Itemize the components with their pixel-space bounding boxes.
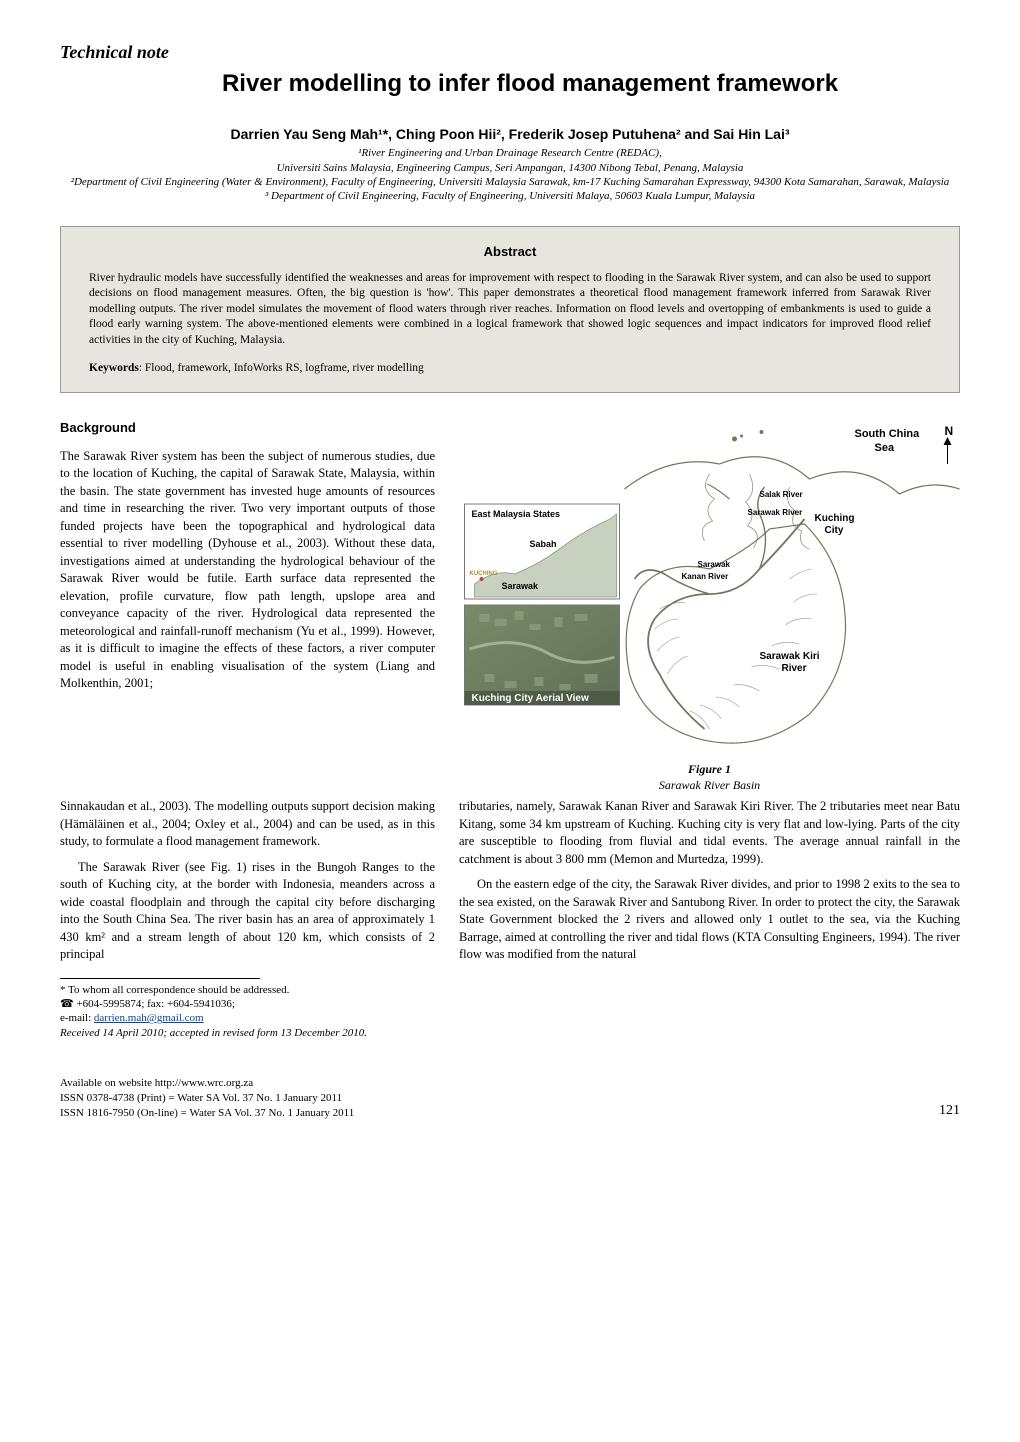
island-icon bbox=[760, 430, 764, 434]
sea-label-2: Sea bbox=[875, 442, 895, 454]
kanan-label-1: Sarawak bbox=[698, 560, 731, 569]
footnote-email-prefix: e-mail: bbox=[60, 1012, 94, 1024]
kanan-label-2: Kanan River bbox=[682, 572, 729, 581]
compass-arrowhead-icon bbox=[944, 437, 952, 445]
affiliation-1: ¹River Engineering and Urban Drainage Re… bbox=[60, 146, 960, 160]
footer-line-1: Available on website http://www.wrc.org.… bbox=[60, 1076, 354, 1091]
page-footer: Available on website http://www.wrc.org.… bbox=[60, 1076, 960, 1121]
affiliation-4: ³ Department of Civil Engineering, Facul… bbox=[60, 189, 960, 203]
compass-n: N bbox=[945, 424, 954, 438]
footnote-email-line: e-mail: darrien.mah@gmail.com bbox=[60, 1011, 435, 1025]
technical-note-label: Technical note bbox=[60, 40, 960, 65]
kuching-label-1: Kuching bbox=[815, 513, 855, 524]
island-icon bbox=[740, 435, 743, 438]
keywords-text: : Flood, framework, InfoWorks RS, logfra… bbox=[139, 362, 424, 374]
para-1b: Sinnakaudan et al., 2003). The modelling… bbox=[60, 798, 435, 851]
sea-label-1: South China bbox=[855, 428, 921, 440]
footer-line-3: ISSN 1816-7950 (On-line) = Water SA Vol.… bbox=[60, 1106, 354, 1121]
figure-1-label: Figure 1 bbox=[459, 761, 960, 778]
right-column-figure: N South China Sea bbox=[459, 419, 960, 794]
para-1a: The Sarawak River system has been the su… bbox=[60, 448, 435, 693]
page-number: 121 bbox=[939, 1101, 960, 1121]
island-icon bbox=[732, 437, 737, 442]
sarawak-label: Sarawak bbox=[502, 581, 540, 591]
keywords-line: Keywords: Flood, framework, InfoWorks RS… bbox=[89, 360, 931, 376]
paper-title: River modelling to infer flood managemen… bbox=[100, 67, 960, 101]
authors-line: Darrien Yau Seng Mah¹*, Ching Poon Hii²,… bbox=[60, 125, 960, 145]
para-3: tributaries, namely, Sarawak Kanan River… bbox=[459, 798, 960, 868]
right-column-2: tributaries, namely, Sarawak Kanan River… bbox=[459, 798, 960, 1040]
sabah-label: Sabah bbox=[530, 539, 557, 549]
salak-label: Salak River bbox=[760, 490, 803, 499]
keywords-label: Keywords bbox=[89, 362, 139, 374]
footnote-correspondence: * To whom all correspondence should be a… bbox=[60, 983, 435, 997]
body-columns-2: Sinnakaudan et al., 2003). The modelling… bbox=[60, 798, 960, 1040]
footnote-received: Received 14 April 2010; accepted in revi… bbox=[60, 1026, 435, 1040]
footnote-tel: ☎ +604-5995874; fax: +604-5941036; bbox=[60, 997, 435, 1011]
figure-1-svg: N South China Sea bbox=[459, 419, 960, 749]
left-column-2: Sinnakaudan et al., 2003). The modelling… bbox=[60, 798, 435, 1040]
kuching-label-2: City bbox=[825, 525, 844, 536]
figure-1-title: Sarawak River Basin bbox=[659, 778, 760, 792]
abstract-heading: Abstract bbox=[89, 243, 931, 261]
background-heading: Background bbox=[60, 419, 435, 437]
footnote-email-link[interactable]: darrien.mah@gmail.com bbox=[94, 1012, 204, 1024]
abstract-body: River hydraulic models have successfully… bbox=[89, 271, 931, 349]
footnotes: * To whom all correspondence should be a… bbox=[60, 983, 435, 1040]
body-columns: Background The Sarawak River system has … bbox=[60, 419, 960, 794]
footer-left: Available on website http://www.wrc.org.… bbox=[60, 1076, 354, 1121]
footer-line-2: ISSN 0378-4738 (Print) = Water SA Vol. 3… bbox=[60, 1091, 354, 1106]
figure-1-caption: Figure 1 Sarawak River Basin bbox=[459, 761, 960, 795]
para-4: On the eastern edge of the city, the Sar… bbox=[459, 876, 960, 964]
sarawak-river-label: Sarawak River bbox=[748, 508, 803, 517]
affiliation-2: Universiti Sains Malaysia, Engineering C… bbox=[60, 161, 960, 175]
kuching-dot-label: KUCHING bbox=[470, 571, 498, 577]
left-column: Background The Sarawak River system has … bbox=[60, 419, 435, 794]
abstract-box: Abstract River hydraulic models have suc… bbox=[60, 226, 960, 394]
para-2: The Sarawak River (see Fig. 1) rises in … bbox=[60, 859, 435, 964]
kuching-dot-icon bbox=[480, 577, 484, 581]
affiliation-3: ²Department of Civil Engineering (Water … bbox=[60, 175, 960, 189]
footnote-rule bbox=[60, 978, 260, 979]
kiri-label-1: Sarawak Kiri bbox=[760, 651, 820, 662]
figure-1: N South China Sea bbox=[459, 419, 960, 754]
inset-title: East Malaysia States bbox=[472, 509, 561, 519]
kiri-label-2: River bbox=[782, 663, 807, 674]
aerial-caption: Kuching City Aerial View bbox=[472, 693, 589, 704]
